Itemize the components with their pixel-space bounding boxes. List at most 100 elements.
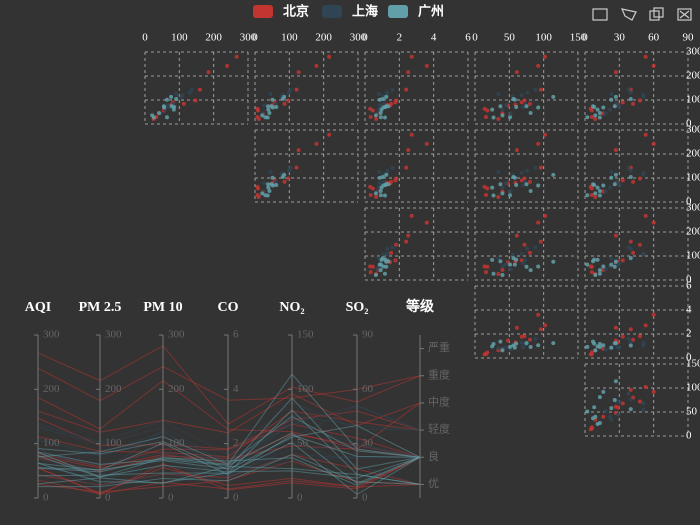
point	[390, 87, 395, 92]
point	[643, 132, 648, 137]
point	[482, 106, 487, 111]
point	[626, 336, 631, 341]
matrix-cell	[584, 363, 689, 437]
point	[591, 104, 596, 109]
axis-tick-label: 300	[43, 329, 60, 341]
point	[524, 341, 529, 346]
point	[543, 213, 548, 218]
point	[521, 105, 526, 110]
point	[589, 426, 594, 431]
y-tick-label: 50	[686, 406, 698, 418]
point	[613, 94, 618, 99]
point	[651, 141, 656, 146]
point	[380, 175, 385, 180]
point	[500, 113, 505, 118]
point	[503, 345, 508, 350]
point	[585, 409, 590, 414]
point	[538, 87, 543, 92]
point	[382, 193, 387, 198]
matrix-cell	[584, 285, 689, 359]
point	[327, 54, 332, 59]
point	[651, 389, 656, 394]
point	[528, 110, 533, 115]
point	[288, 87, 293, 92]
point	[380, 97, 385, 102]
point	[394, 98, 399, 103]
point	[280, 175, 285, 180]
point	[389, 101, 394, 106]
point	[384, 182, 389, 187]
point	[164, 115, 169, 120]
point	[525, 246, 530, 251]
point	[384, 94, 389, 99]
point	[385, 168, 390, 173]
point	[225, 63, 230, 68]
point	[626, 87, 631, 92]
point	[519, 92, 524, 97]
point	[593, 191, 598, 196]
tool-zoom[interactable]	[592, 8, 608, 21]
category-label: 良	[428, 449, 439, 463]
point	[274, 182, 279, 187]
tool-clear-x[interactable]	[679, 10, 690, 19]
point	[296, 148, 301, 153]
point	[588, 184, 593, 189]
point	[591, 339, 596, 344]
point	[382, 115, 387, 120]
point	[609, 170, 614, 174]
point	[266, 107, 271, 112]
point	[260, 113, 265, 118]
tool-clear[interactable]	[677, 8, 692, 21]
axis-tick-label: 200	[105, 383, 122, 395]
point	[631, 250, 636, 255]
point	[643, 323, 648, 328]
point	[406, 70, 411, 75]
point	[613, 341, 618, 346]
point	[174, 92, 179, 96]
legend-swatch	[322, 5, 342, 18]
y-tick-label: 0	[686, 274, 692, 286]
point	[617, 105, 622, 110]
point	[609, 262, 614, 267]
point	[327, 132, 332, 137]
point	[631, 337, 636, 342]
point	[171, 107, 176, 112]
point	[620, 334, 625, 339]
point	[169, 94, 174, 99]
point	[384, 251, 389, 256]
point	[601, 183, 606, 188]
point	[483, 352, 488, 357]
point	[551, 94, 556, 99]
point	[613, 379, 618, 384]
point	[603, 267, 608, 272]
point	[379, 257, 384, 262]
matrix-cell	[474, 129, 579, 203]
point	[595, 257, 600, 262]
point	[617, 183, 622, 188]
point	[595, 107, 600, 112]
point	[373, 113, 378, 118]
point	[641, 401, 646, 406]
axis-name: PM 2.5	[79, 300, 122, 315]
axis-tick-label: 6	[233, 329, 239, 341]
point	[597, 193, 602, 198]
tool-keep-2[interactable]	[653, 7, 664, 18]
point	[286, 98, 291, 103]
point	[601, 414, 606, 419]
point	[620, 401, 625, 406]
point	[585, 193, 590, 198]
point	[651, 63, 656, 68]
point	[628, 97, 633, 102]
legend-label: 广州	[418, 4, 444, 20]
matrix-cell	[474, 51, 579, 125]
point	[498, 339, 503, 344]
point	[536, 183, 541, 188]
matrix-cell	[584, 51, 689, 125]
point	[589, 352, 594, 357]
toolbox[interactable]	[592, 7, 692, 21]
point	[262, 103, 267, 108]
axis-tick-label: 200	[168, 383, 185, 395]
point	[381, 101, 386, 106]
point	[603, 189, 608, 194]
tool-lasso[interactable]	[620, 8, 637, 21]
